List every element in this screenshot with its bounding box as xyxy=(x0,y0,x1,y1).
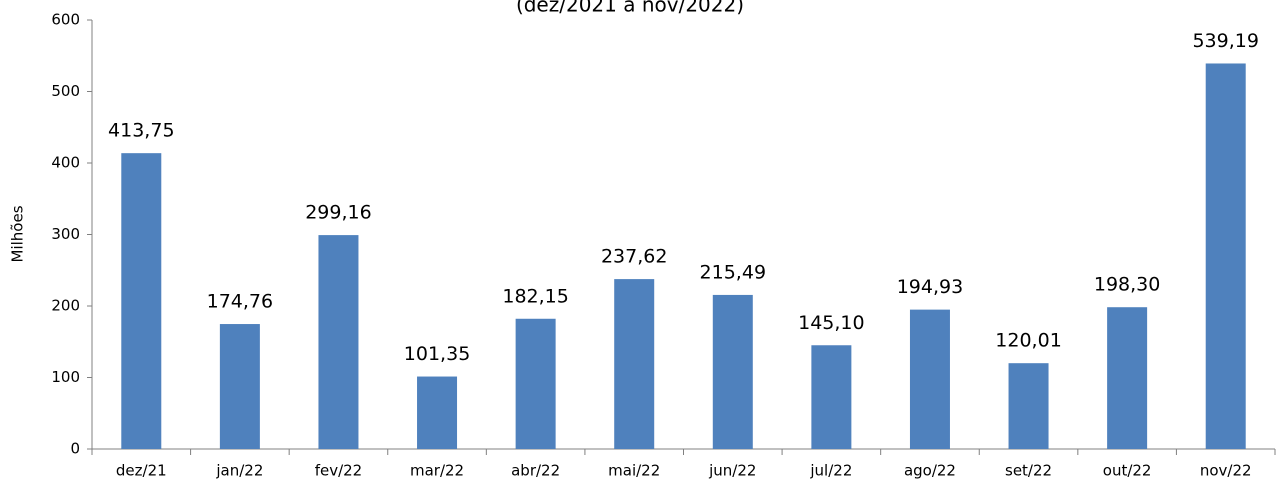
data-label: 215,49 xyxy=(700,261,766,283)
data-label: 194,93 xyxy=(897,276,963,298)
x-tick-label: nov/22 xyxy=(1200,462,1252,480)
y-tick-label: 100 xyxy=(51,368,80,386)
x-tick-label: jan/22 xyxy=(215,462,263,480)
x-tick-label: mar/22 xyxy=(410,462,464,480)
x-tick-label: mai/22 xyxy=(608,462,660,480)
chart-title: (dez/2021 a nov/2022) xyxy=(516,0,744,17)
bar xyxy=(712,294,753,449)
bar xyxy=(1205,63,1246,449)
data-label: 413,75 xyxy=(108,120,174,142)
y-tick-label: 600 xyxy=(51,11,80,29)
bar xyxy=(1008,363,1049,449)
bar xyxy=(614,279,655,449)
x-tick-label: jul/22 xyxy=(809,462,852,480)
x-tick-label: ago/22 xyxy=(904,462,956,480)
bar xyxy=(121,153,162,449)
data-label: 299,16 xyxy=(305,202,371,224)
x-tick-label: fev/22 xyxy=(315,462,363,480)
x-tick-label: set/22 xyxy=(1005,462,1052,480)
y-tick-label: 300 xyxy=(51,225,80,243)
data-label: 101,35 xyxy=(404,343,470,365)
x-tick-label: abr/22 xyxy=(511,462,560,480)
x-tick-label: jun/22 xyxy=(708,462,756,480)
y-axis-label: Milhões xyxy=(9,205,27,262)
bar xyxy=(515,318,556,449)
data-label: 198,30 xyxy=(1094,274,1160,296)
bar xyxy=(811,345,852,449)
y-tick-label: 400 xyxy=(51,154,80,172)
y-tick-label: 500 xyxy=(51,82,80,100)
bar xyxy=(1107,307,1148,449)
y-tick-label: 0 xyxy=(70,440,80,458)
bar xyxy=(909,309,950,449)
bar xyxy=(318,235,359,449)
bar xyxy=(219,324,260,449)
data-label: 539,19 xyxy=(1192,30,1258,52)
data-label: 174,76 xyxy=(207,291,273,313)
x-tick-label: out/22 xyxy=(1103,462,1152,480)
bar xyxy=(417,376,458,449)
data-label: 120,01 xyxy=(995,330,1061,352)
data-label: 237,62 xyxy=(601,246,667,268)
x-tick-label: dez/21 xyxy=(116,462,167,480)
data-label: 182,15 xyxy=(502,285,568,307)
data-label: 145,10 xyxy=(798,312,864,334)
y-tick-label: 200 xyxy=(51,297,80,315)
